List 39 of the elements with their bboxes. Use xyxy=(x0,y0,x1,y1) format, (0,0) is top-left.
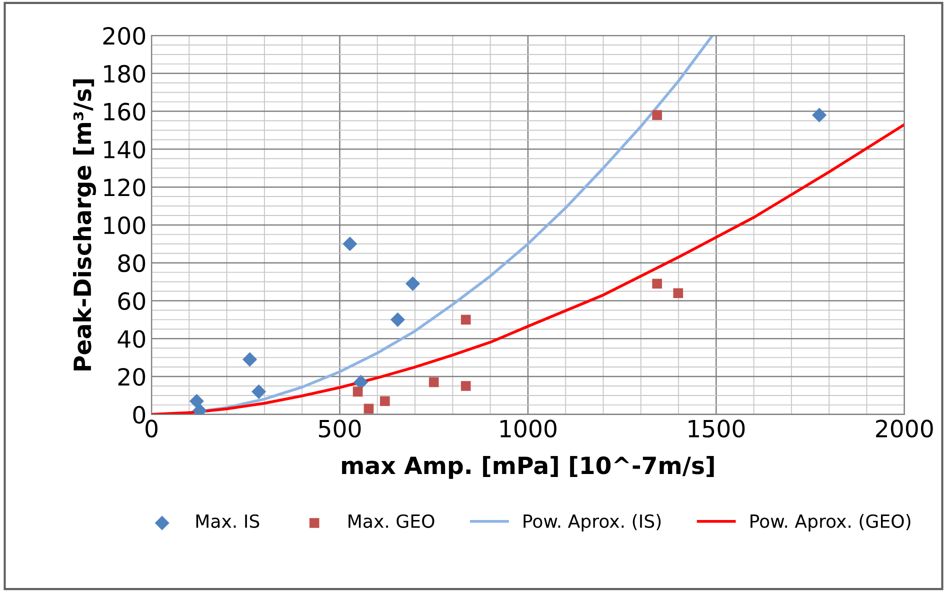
x-tick-label: 1000 xyxy=(500,420,556,438)
y-tick-label: 40 xyxy=(118,330,146,348)
x-tick-label: 0 xyxy=(146,420,158,438)
y-tick-label: 160 xyxy=(104,102,146,121)
point xyxy=(354,374,368,390)
y-tick-label: 140 xyxy=(104,140,146,158)
point xyxy=(242,352,258,367)
point xyxy=(364,404,374,414)
x-tick-label: 500 xyxy=(319,420,361,438)
point xyxy=(405,276,420,291)
x-tick-label: 1500 xyxy=(688,420,745,438)
point xyxy=(252,384,266,399)
legend-label: Pow. Aprox. (GEO) xyxy=(750,514,910,532)
point xyxy=(652,110,662,120)
point xyxy=(673,288,684,298)
legend-label: Max. IS xyxy=(196,514,260,528)
point xyxy=(342,236,358,252)
legend-label: Max. GEO xyxy=(348,514,434,528)
point xyxy=(812,108,827,122)
y-tick-label: 100 xyxy=(104,216,146,234)
point xyxy=(352,386,363,397)
point xyxy=(380,396,390,406)
point xyxy=(428,377,439,388)
x-axis-title: max Amp. [mPa] [10^-7m/s] xyxy=(342,456,714,479)
y-tick-label: 200 xyxy=(103,26,146,45)
y-tick-label: 120 xyxy=(104,178,146,196)
y-tick-label: 0 xyxy=(133,406,146,424)
point xyxy=(652,278,662,289)
y-tick-label: 180 xyxy=(104,64,146,83)
y-tick-label: 80 xyxy=(118,254,146,272)
point xyxy=(460,314,471,325)
y-tick-label: 20 xyxy=(118,368,146,386)
point xyxy=(390,312,405,327)
point xyxy=(189,394,204,408)
y-tick-label: 60 xyxy=(118,292,146,310)
point xyxy=(460,381,471,391)
y-axis-title: Peak-Discharge [m³/s] xyxy=(73,79,96,370)
legend-label: Pow. Aprox. (IS) xyxy=(524,514,661,532)
x-tick-label: 2000 xyxy=(876,420,933,438)
